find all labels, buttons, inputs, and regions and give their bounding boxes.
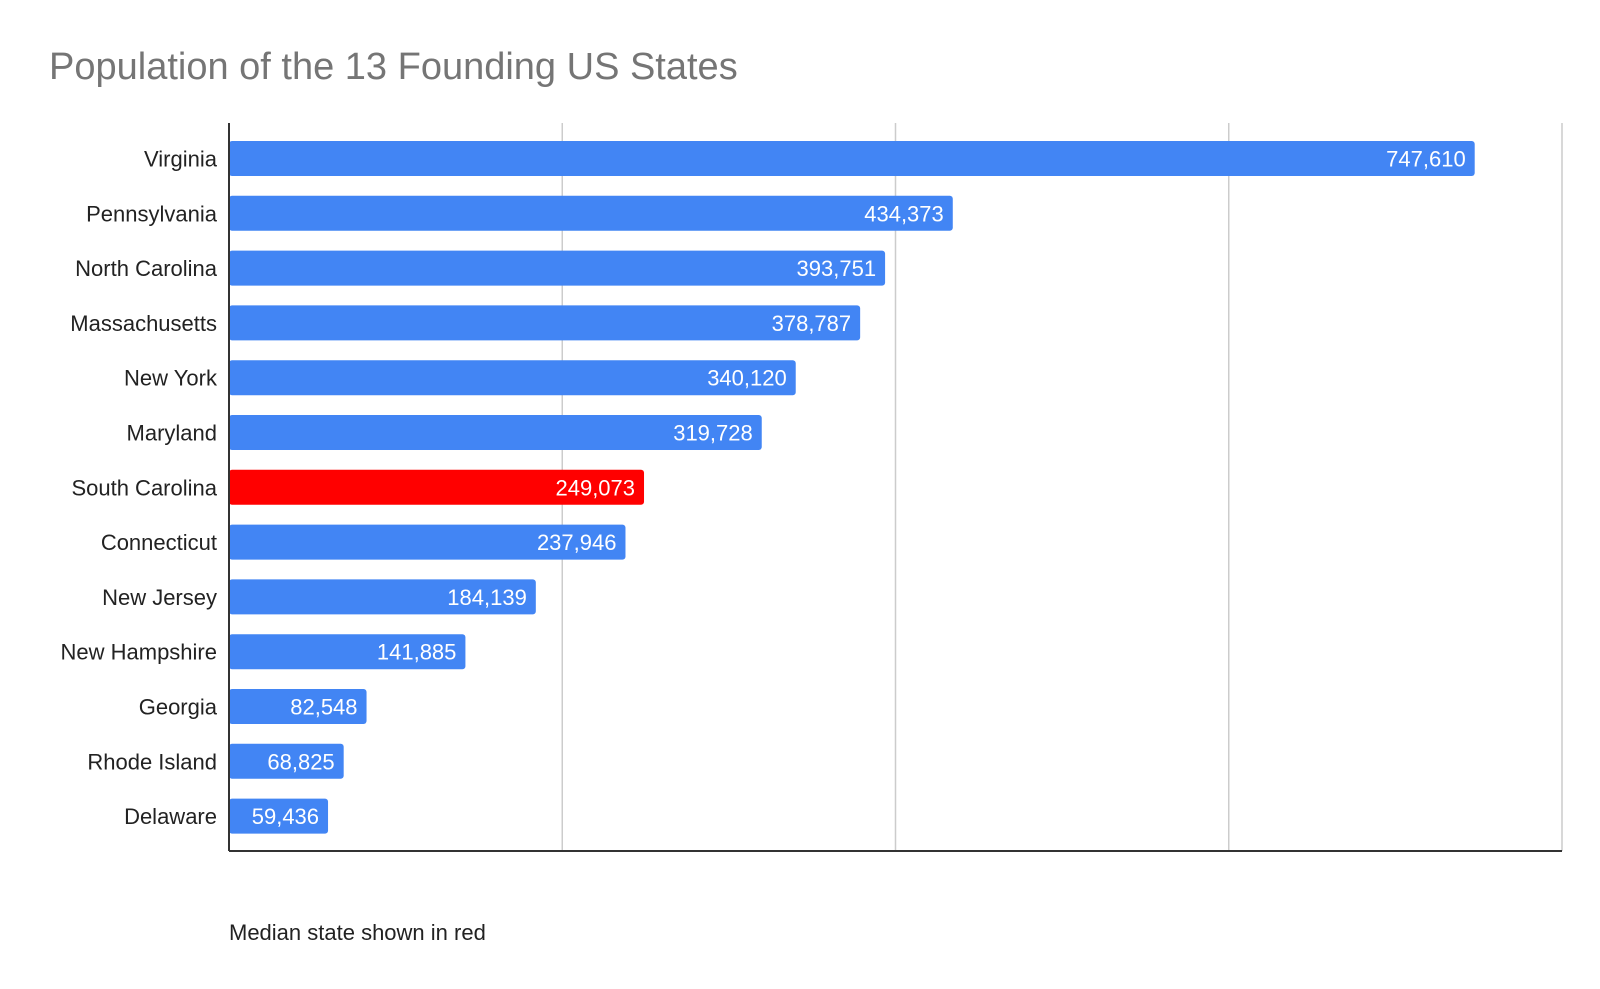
gridlines — [561, 123, 1563, 851]
category-label: South Carolina — [71, 475, 217, 500]
bar-new-york — [229, 360, 796, 396]
category-label: Maryland — [127, 421, 217, 446]
bar-massachusetts — [229, 305, 861, 341]
category-label: Pennsylvania — [86, 201, 218, 226]
bar-value-label: 82,548 — [290, 695, 357, 720]
bar-value-label: 378,787 — [772, 311, 852, 336]
bar-value-label: 59,436 — [252, 804, 319, 829]
category-label: New York — [124, 366, 218, 391]
bar-value-label: 249,073 — [555, 475, 635, 500]
bar-rhode-island — [229, 743, 344, 779]
bar-value-label: 184,139 — [447, 585, 527, 610]
axes — [228, 123, 1562, 852]
category-label: Connecticut — [101, 530, 217, 555]
bar-value-label: 68,825 — [267, 749, 334, 774]
bar-virginia — [229, 141, 1475, 176]
category-label: North Carolina — [75, 256, 218, 281]
bar-value-label: 393,751 — [797, 256, 877, 281]
bar-value-label: 747,610 — [1386, 147, 1466, 172]
bar-delaware — [229, 798, 329, 834]
category-labels: Virginia Pennsylvania North Carolina Massac… — [61, 147, 218, 830]
bar-value-label: 237,946 — [537, 530, 617, 555]
category-label: Rhode Island — [87, 749, 217, 774]
bar-pennsylvania — [229, 195, 953, 231]
bar-value-label: 141,885 — [377, 640, 457, 665]
bar-value-label: 340,120 — [707, 366, 787, 391]
category-label: New Jersey — [102, 585, 217, 610]
bar-new-hampshire — [229, 634, 466, 670]
bar-value-label: 319,728 — [673, 421, 753, 446]
category-label: Delaware — [124, 804, 217, 829]
bar-new-jersey — [229, 579, 536, 615]
bar-value-label: 434,373 — [864, 201, 944, 226]
bar-maryland — [229, 415, 762, 450]
bar-north-carolina — [229, 250, 886, 286]
bar-connecticut — [229, 524, 626, 560]
category-label: New Hampshire — [61, 640, 218, 665]
bar-south-carolina — [229, 469, 645, 505]
chart-annotation: Median state shown in red — [229, 920, 486, 945]
category-label: Massachusetts — [70, 311, 217, 336]
category-label: Virginia — [144, 147, 218, 172]
bar-georgia — [229, 689, 367, 724]
chart-title: Population of the 13 Founding US States — [49, 46, 738, 88]
bars: 747,610 434,373 393,751 378,787 340,120 319,7… — [229, 141, 1475, 834]
category-label: Georgia — [139, 695, 218, 720]
